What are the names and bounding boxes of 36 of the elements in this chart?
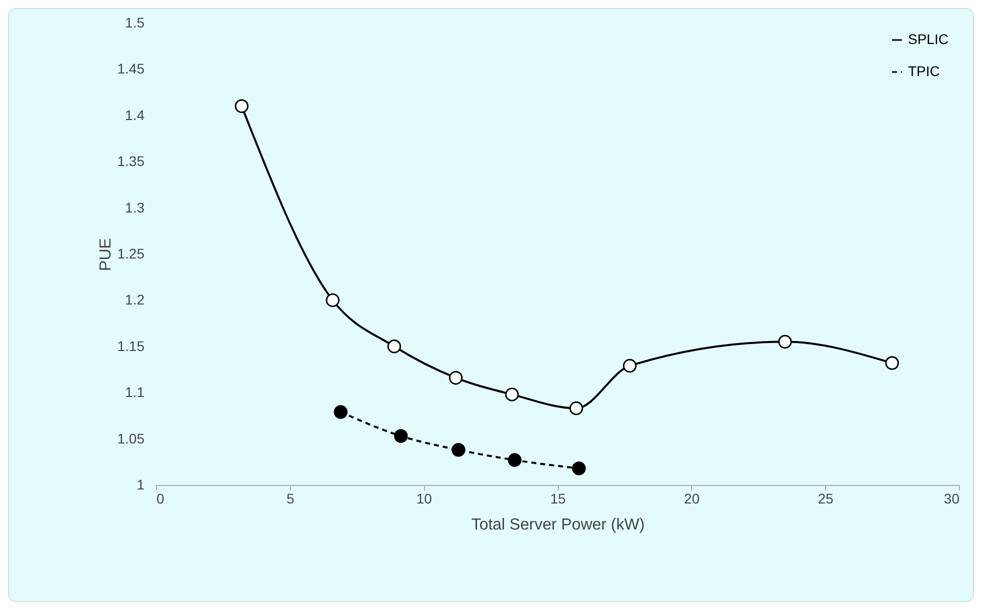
point — [387, 340, 402, 354]
point — [569, 401, 584, 416]
x-tick-label: 15 — [550, 490, 566, 506]
y-tick-label: 1.3 — [125, 199, 145, 216]
y-tick-label: 1 — [136, 476, 145, 492]
point — [448, 370, 463, 385]
point — [452, 443, 466, 457]
point — [622, 358, 637, 373]
x-tick-label: 30 — [944, 490, 960, 506]
point — [394, 429, 408, 443]
y-tick-label: 1.2 — [125, 292, 145, 308]
y-tick-label: 1.45 — [117, 60, 145, 77]
x-tick-label: 10 — [416, 490, 432, 506]
y-tick-label: 1.4 — [125, 106, 145, 123]
y-axis-title: PUE — [97, 238, 114, 271]
x-tick-label: 20 — [684, 490, 700, 506]
x-axis-title: Total Server Power (kW) — [471, 516, 645, 534]
y-tick-label: 1.15 — [117, 338, 145, 354]
y-tick-label: 1.35 — [117, 153, 145, 170]
y-tick-label: 1.1 — [125, 384, 145, 400]
point — [572, 462, 586, 476]
point — [778, 334, 792, 349]
point — [326, 293, 340, 308]
point — [334, 405, 348, 419]
x-tick-label: 25 — [818, 490, 834, 506]
legend-label: TPIC — [908, 63, 940, 79]
point — [885, 356, 899, 370]
y-tick-label: 1.25 — [117, 246, 145, 262]
point — [505, 388, 519, 402]
legend-label: SPLIC — [908, 31, 948, 47]
point — [508, 453, 522, 467]
y-tick-label: 1.5 — [125, 14, 145, 30]
y-tick-label: 1.05 — [117, 430, 145, 446]
x-tick-label: 5 — [286, 490, 294, 506]
point — [234, 99, 249, 114]
x-tick-label: 0 — [156, 490, 164, 506]
